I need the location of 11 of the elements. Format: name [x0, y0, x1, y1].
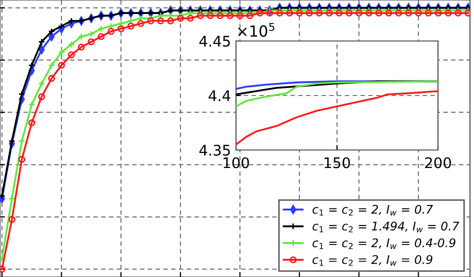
x-tick-label: 100: [224, 157, 249, 168]
x-tick-label: 150: [324, 157, 350, 168]
annotation: ×10$^{5}$: [238, 22, 274, 37]
legend-label: c$_{1}$ = c$_{2}$ = 1.494, I$_{w}$ = 0.7: [312, 222, 460, 232]
y-tick-label: 4.35: [199, 144, 230, 156]
legend-label: c$_{1}$ = c$_{2}$ = 2, I$_{w}$ = 0.9: [312, 255, 432, 266]
legend-label: c$_{1}$ = c$_{2}$ = 2, I$_{w}$ = 0.4-0.9: [312, 238, 456, 250]
x-tick-label: 200: [425, 157, 451, 168]
legend-label: c$_{1}$ = c$_{2}$ = 2, I$_{w}$ = 0.7: [312, 204, 433, 216]
y-tick-label: 4.4: [208, 90, 230, 102]
y-tick-label: 4.45: [199, 36, 230, 47]
